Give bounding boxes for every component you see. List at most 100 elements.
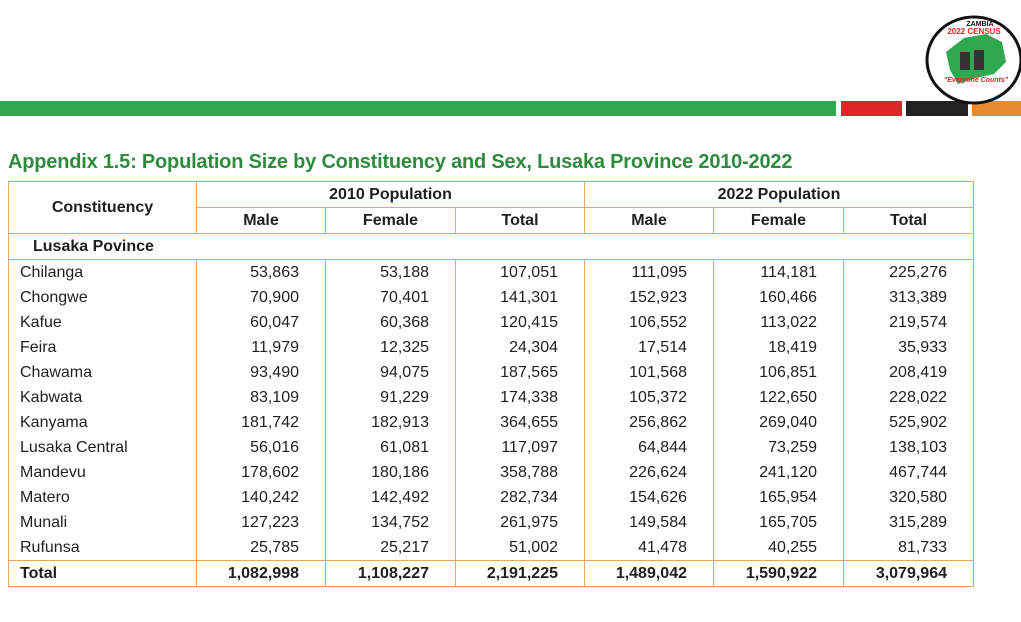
value-cell: 315,289 — [843, 510, 974, 535]
name-cell: Kanyama — [8, 410, 197, 435]
value-cell: 60,047 — [196, 310, 326, 335]
value-cell: 122,650 — [713, 385, 844, 410]
green-band — [0, 101, 836, 116]
value-cell: 11,979 — [196, 335, 326, 360]
logo-text: 2022 CENSUS — [947, 27, 1001, 36]
census-logo: ZAMBIA 2022 CENSUS "Everyone Counts" — [925, 15, 1021, 105]
value-cell: 25,217 — [325, 535, 456, 561]
value-cell: 24,304 — [455, 335, 585, 360]
value-cell: 269,040 — [713, 410, 844, 435]
value-cell: 226,624 — [584, 460, 714, 485]
value-cell: 106,851 — [713, 360, 844, 385]
value-cell: 154,626 — [584, 485, 714, 510]
data-row: Matero 140,242 142,492 282,734 154,626 165,95… — [8, 485, 974, 510]
name-cell: Kafue — [8, 310, 197, 335]
value-cell: 127,223 — [196, 510, 326, 535]
name-cell: Munali — [8, 510, 197, 535]
value-cell: 140,242 — [196, 485, 326, 510]
black-band — [906, 101, 968, 116]
value-cell: 3,079,964 — [843, 560, 974, 587]
value-cell: 241,120 — [713, 460, 844, 485]
value-cell: 174,338 — [455, 385, 585, 410]
header-cell: Constituency — [8, 181, 197, 234]
value-cell: 152,923 — [584, 285, 714, 310]
value-cell: 51,002 — [455, 535, 585, 561]
value-cell: 1,082,998 — [196, 560, 326, 587]
value-cell: 70,900 — [196, 285, 326, 310]
value-cell: 180,186 — [325, 460, 456, 485]
value-cell: 41,478 — [584, 535, 714, 561]
value-cell: 165,705 — [713, 510, 844, 535]
value-cell: 64,844 — [584, 435, 714, 460]
value-cell: 182,913 — [325, 410, 456, 435]
name-cell: Chawama — [8, 360, 197, 385]
value-cell: 94,075 — [325, 360, 456, 385]
value-cell: 81,733 — [843, 535, 974, 561]
value-cell: 181,742 — [196, 410, 326, 435]
value-cell: 70,401 — [325, 285, 456, 310]
column-header: Male — [584, 207, 714, 234]
value-cell: 160,466 — [713, 285, 844, 310]
value-cell: 113,022 — [713, 310, 844, 335]
value-cell: 35,933 — [843, 335, 974, 360]
value-cell: 208,419 — [843, 360, 974, 385]
group-header: 2010 Population — [196, 181, 585, 208]
name-cell: Total — [8, 560, 197, 587]
value-cell: 225,276 — [843, 259, 974, 285]
data-row: Kabwata 83,109 91,229 174,338 105,372 122,650… — [8, 385, 974, 410]
name-cell: Chilanga — [8, 259, 197, 285]
value-cell: 56,016 — [196, 435, 326, 460]
data-row: Chongwe 70,900 70,401 141,301 152,923 160,466… — [8, 285, 974, 310]
data-row: Chilanga 53,863 53,188 107,051 111,095 114,18… — [8, 259, 974, 285]
value-cell: 138,103 — [843, 435, 974, 460]
column-header: Total — [843, 207, 974, 234]
value-cell: 165,954 — [713, 485, 844, 510]
red-band — [841, 101, 902, 116]
value-cell: 1,108,227 — [325, 560, 456, 587]
value-cell: 53,863 — [196, 259, 326, 285]
value-cell: 320,580 — [843, 485, 974, 510]
group-header: 2022 Population — [584, 181, 974, 208]
column-header: Female — [713, 207, 844, 234]
name-cell: Kabwata — [8, 385, 197, 410]
value-cell: 106,552 — [584, 310, 714, 335]
value-cell: 219,574 — [843, 310, 974, 335]
data-row: Chawama 93,490 94,075 187,565 101,568 106,851… — [8, 360, 974, 385]
column-header: Male — [196, 207, 326, 234]
value-cell: 25,785 — [196, 535, 326, 561]
population-table: Constituency 2010 Population 2022 Popula… — [8, 181, 974, 587]
value-cell: 40,255 — [713, 535, 844, 561]
name-cell: Chongwe — [8, 285, 197, 310]
logo-text: ZAMBIA — [966, 21, 993, 28]
value-cell: 282,734 — [455, 485, 585, 510]
value-cell: 525,902 — [843, 410, 974, 435]
value-cell: 107,051 — [455, 259, 585, 285]
name-cell: Matero — [8, 485, 197, 510]
column-header: Female — [325, 207, 456, 234]
value-cell: 105,372 — [584, 385, 714, 410]
value-cell: 83,109 — [196, 385, 326, 410]
total-row: Total 1,082,998 1,108,227 2,191,225 1,489,04… — [8, 560, 974, 587]
data-row: Feira 11,979 12,325 24,304 17,514 18,419 35,93… — [8, 335, 974, 360]
value-cell: 61,081 — [325, 435, 456, 460]
value-cell: 142,492 — [325, 485, 456, 510]
name-cell: Feira — [8, 335, 197, 360]
value-cell: 2,191,225 — [455, 560, 585, 587]
data-row: Mandevu 178,602 180,186 358,788 226,624 241,1… — [8, 460, 974, 485]
value-cell: 101,568 — [584, 360, 714, 385]
value-cell: 141,301 — [455, 285, 585, 310]
value-cell: 261,975 — [455, 510, 585, 535]
value-cell: 364,655 — [455, 410, 585, 435]
value-cell: 1,489,042 — [584, 560, 714, 587]
name-cell: Lusaka Central — [8, 435, 197, 460]
data-row: Kafue 60,047 60,368 120,415 106,552 113,022 21… — [8, 310, 974, 335]
name-cell: Mandevu — [8, 460, 197, 485]
title: Appendix 1.5: Population Size by Constit… — [8, 151, 793, 173]
value-cell: 256,862 — [584, 410, 714, 435]
value-cell: 313,389 — [843, 285, 974, 310]
name-cell: Rufunsa — [8, 535, 197, 561]
value-cell: 18,419 — [713, 335, 844, 360]
value-cell: 111,095 — [584, 259, 714, 285]
data-row: Munali 127,223 134,752 261,975 149,584 165,70… — [8, 510, 974, 535]
data-row: Lusaka Central 56,016 61,081 117,097 64,844 7… — [8, 435, 974, 460]
